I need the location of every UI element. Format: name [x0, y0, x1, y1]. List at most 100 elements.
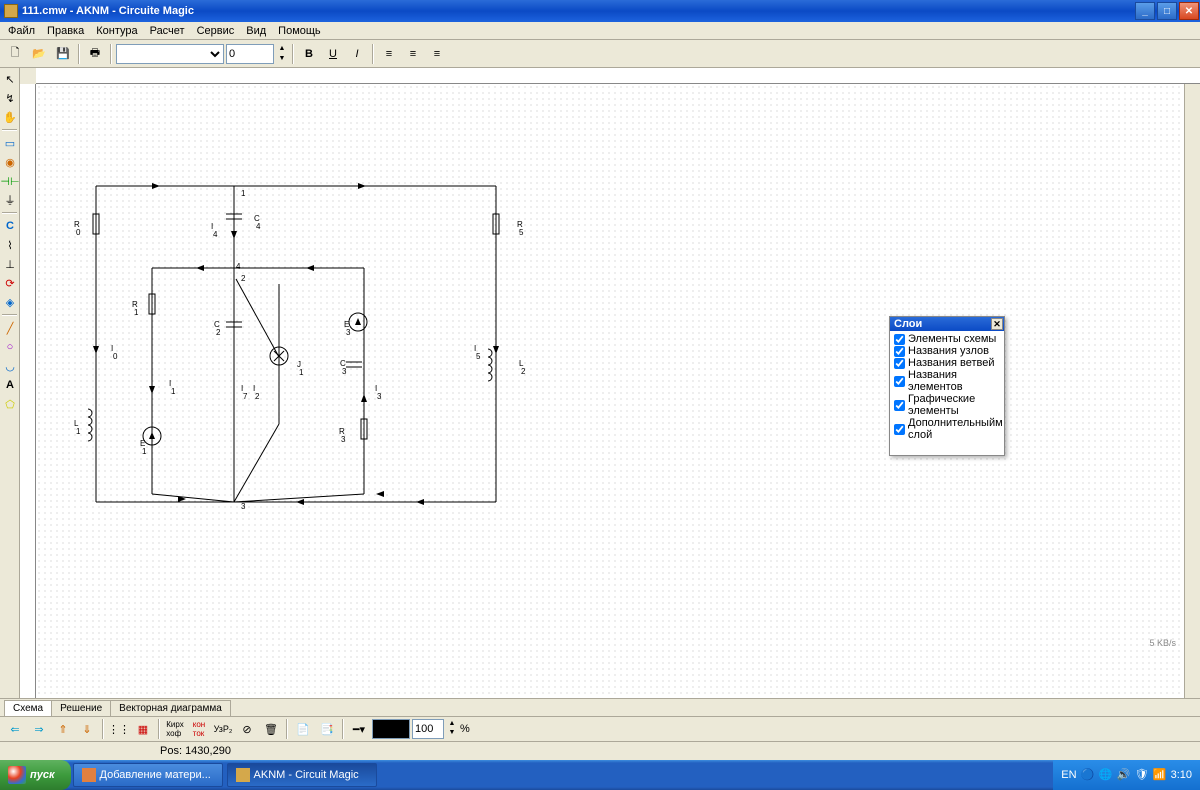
- align-left-button[interactable]: ≡: [378, 43, 400, 65]
- tool-c[interactable]: ◈: [1, 293, 19, 311]
- trash-button[interactable]: 🗑: [260, 718, 282, 740]
- line-style[interactable]: ━▾: [348, 718, 370, 740]
- layer-item[interactable]: Дополнительныйм слой: [894, 417, 1000, 441]
- italic-button[interactable]: I: [346, 43, 368, 65]
- tray-icon[interactable]: 📶: [1153, 768, 1167, 782]
- circuit-diagram: 1234R0R5C4I4R1C2E3I0J1C3L2I5I1I7I2I3L1R3…: [36, 84, 1196, 698]
- menu-Помощь[interactable]: Помощь: [272, 25, 327, 37]
- menu-Вид[interactable]: Вид: [240, 25, 272, 37]
- resistor-tool[interactable]: ▭: [1, 134, 19, 152]
- maximize-button[interactable]: □: [1157, 2, 1177, 20]
- tool-b[interactable]: ⟳: [1, 274, 19, 292]
- align-right-button[interactable]: ≡: [426, 43, 448, 65]
- layers-panel-title[interactable]: Слои ✕: [890, 317, 1004, 331]
- circle-tool[interactable]: ○: [1, 338, 19, 356]
- titlebar: 111.cmw - AKNM - Circuite Magic _ □ ✕: [0, 0, 1200, 22]
- grid-dots[interactable]: ⋮⋮: [108, 718, 130, 740]
- task-button[interactable]: AKNM - Circuit Magic: [227, 763, 377, 787]
- inductor-tool[interactable]: ⌇: [1, 236, 19, 254]
- c-tool[interactable]: C: [1, 217, 19, 235]
- layer-checkbox[interactable]: [894, 358, 905, 369]
- delete-button[interactable]: ⊘: [236, 718, 258, 740]
- status-pos: Pos: 1430,290: [160, 745, 231, 757]
- print-preview[interactable]: 📑: [316, 718, 338, 740]
- size-up[interactable]: ▲: [276, 44, 288, 54]
- size-input[interactable]: [226, 44, 274, 64]
- layer-item[interactable]: Названия элементов: [894, 369, 1000, 393]
- bold-button[interactable]: B: [298, 43, 320, 65]
- zoom-input[interactable]: [412, 719, 444, 739]
- kon-toe-button[interactable]: конток: [188, 718, 210, 740]
- arc-tool[interactable]: ◡: [1, 357, 19, 375]
- print-button[interactable]: 🖶: [84, 43, 106, 65]
- uzp-button[interactable]: УзP₂: [212, 718, 234, 740]
- zoom-down[interactable]: ▼: [446, 729, 458, 738]
- print-layout[interactable]: 📄: [292, 718, 314, 740]
- clock[interactable]: 3:10: [1171, 769, 1192, 781]
- layer-checkbox[interactable]: [894, 376, 905, 387]
- menu-Сервис[interactable]: Сервис: [191, 25, 241, 37]
- open-button[interactable]: 📂: [28, 43, 50, 65]
- svg-text:0: 0: [113, 352, 118, 361]
- tab-Решение[interactable]: Решение: [51, 700, 111, 716]
- start-button[interactable]: пуск: [0, 760, 71, 790]
- ground-tool[interactable]: ⏚: [1, 191, 19, 209]
- underline-button[interactable]: U: [322, 43, 344, 65]
- text-tool[interactable]: A: [1, 376, 19, 394]
- tab-Схема[interactable]: Схема: [4, 700, 52, 716]
- lang-indicator[interactable]: EN: [1061, 769, 1076, 781]
- scrollbar-vertical[interactable]: [1184, 84, 1200, 698]
- layer-item[interactable]: Названия ветвей: [894, 357, 1000, 369]
- line-tool[interactable]: ╱: [1, 319, 19, 337]
- task-label: Добавление матери...: [100, 769, 211, 781]
- minimize-button[interactable]: _: [1135, 2, 1155, 20]
- menu-Расчет[interactable]: Расчет: [144, 25, 191, 37]
- tool-a[interactable]: ⊥: [1, 255, 19, 273]
- save-button[interactable]: 💾: [52, 43, 74, 65]
- menu-Файл[interactable]: Файл: [2, 25, 41, 37]
- size-down[interactable]: ▼: [276, 54, 288, 64]
- layer-item[interactable]: Названия узлов: [894, 345, 1000, 357]
- tray-icon[interactable]: 🌐: [1099, 768, 1113, 782]
- canvas[interactable]: 1234R0R5C4I4R1C2E3I0J1C3L2I5I1I7I2I3L1R3…: [36, 84, 1200, 698]
- layer-item[interactable]: Графические элементы: [894, 393, 1000, 417]
- kirch-button[interactable]: Кирххоф: [164, 718, 186, 740]
- task-button[interactable]: Добавление матери...: [73, 763, 223, 787]
- tray-icon[interactable]: 🔊: [1117, 768, 1131, 782]
- layer-item[interactable]: Элементы схемы: [894, 333, 1000, 345]
- system-tray[interactable]: EN 🔵 🌐 🔊 🛡 📶 3:10: [1053, 760, 1200, 790]
- tray-icon[interactable]: 🛡: [1135, 768, 1149, 782]
- toolbar: 🗋 📂 💾 🖶 ▲ ▼ B U I ≡ ≡ ≡: [0, 40, 1200, 68]
- font-combo[interactable]: [116, 44, 224, 64]
- menu-Контура[interactable]: Контура: [90, 25, 143, 37]
- color-combo[interactable]: [372, 719, 410, 739]
- layer-checkbox[interactable]: [894, 334, 905, 345]
- tab-Векторная диаграмма[interactable]: Векторная диаграмма: [110, 700, 231, 716]
- tabs: СхемаРешениеВекторная диаграмма: [0, 698, 1200, 716]
- menu-Правка[interactable]: Правка: [41, 25, 90, 37]
- zoom-suffix: %: [460, 723, 470, 735]
- layer-checkbox[interactable]: [894, 424, 905, 435]
- layers-panel[interactable]: Слои ✕ Элементы схемыНазвания узловНазва…: [889, 316, 1005, 456]
- tray-icon[interactable]: 🔵: [1081, 768, 1095, 782]
- taskbar: пуск Добавление матери... AKNM - Circuit …: [0, 760, 1200, 790]
- zoom-up[interactable]: ▲: [446, 720, 458, 729]
- nav-up[interactable]: ⇑: [52, 718, 74, 740]
- layer-checkbox[interactable]: [894, 400, 905, 411]
- nav-right[interactable]: ⇒: [28, 718, 50, 740]
- layer-checkbox[interactable]: [894, 346, 905, 357]
- align-center-button[interactable]: ≡: [402, 43, 424, 65]
- close-button[interactable]: ✕: [1179, 2, 1199, 20]
- shape-tool[interactable]: ⬠: [1, 395, 19, 413]
- capacitor-tool[interactable]: ⊣⊢: [1, 172, 19, 190]
- pointer-tool[interactable]: ↖: [1, 70, 19, 88]
- source-tool[interactable]: ◉: [1, 153, 19, 171]
- nav-down[interactable]: ⇓: [76, 718, 98, 740]
- new-button[interactable]: 🗋: [4, 43, 26, 65]
- hand-tool[interactable]: ✋: [1, 108, 19, 126]
- nav-left[interactable]: ⇐: [4, 718, 26, 740]
- layers-close-button[interactable]: ✕: [991, 318, 1003, 330]
- grid-lines[interactable]: ▦: [132, 718, 154, 740]
- wire-tool[interactable]: ↯: [1, 89, 19, 107]
- task-label: AKNM - Circuit Magic: [254, 769, 359, 781]
